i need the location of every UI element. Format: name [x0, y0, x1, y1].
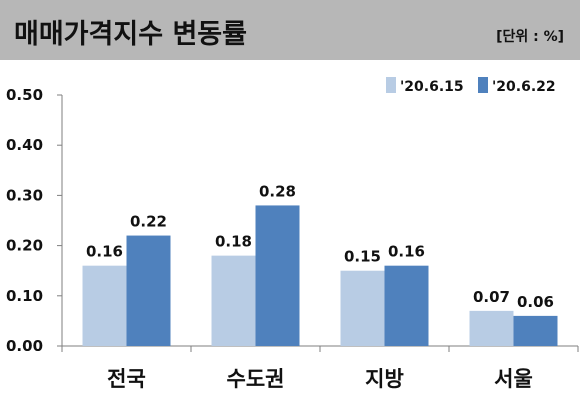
- data-label: 0.16: [86, 243, 123, 261]
- x-tick-label: 서울: [494, 367, 533, 391]
- bar-1: [82, 265, 127, 346]
- y-tick-label: 0.40: [6, 136, 43, 154]
- legend-label-1: '20.6.15: [400, 79, 464, 95]
- x-tick-label: 지방: [365, 367, 404, 391]
- data-label: 0.07: [473, 288, 510, 306]
- bar-1: [469, 310, 514, 346]
- bar-2: [255, 205, 300, 346]
- chart-header: 매매가격지수 변동률 [단위 : %]: [0, 0, 580, 60]
- y-tick-label: 0.50: [6, 86, 43, 104]
- bar-2: [513, 315, 558, 346]
- bar-chart: 0.00 0.10 0.20 0.30 0.40 0.50 0.16 0.22 전국 0.18 0.…: [6, 77, 579, 391]
- data-label: 0.15: [344, 248, 381, 266]
- unit-label: [단위 : %]: [496, 29, 564, 45]
- legend-swatch-1: [386, 77, 396, 93]
- x-tick-label: 전국: [107, 367, 146, 391]
- data-label: 0.28: [259, 182, 296, 200]
- bar-1: [340, 270, 385, 346]
- chart-title: 매매가격지수 변동률: [14, 19, 247, 50]
- bar-1: [211, 255, 256, 346]
- y-tick-label: 0.10: [6, 287, 43, 305]
- x-tick-label: 수도권: [227, 367, 285, 391]
- data-label: 0.16: [388, 243, 425, 261]
- y-tick-label: 0.00: [6, 337, 43, 355]
- y-tick-label: 0.30: [6, 186, 43, 204]
- legend-swatch-2: [478, 77, 488, 93]
- y-tick-label: 0.20: [6, 237, 43, 255]
- bar-2: [384, 265, 429, 346]
- data-label: 0.22: [130, 213, 167, 231]
- data-label: 0.06: [517, 293, 554, 311]
- legend-label-2: '20.6.22: [492, 79, 556, 95]
- bar-2: [126, 235, 171, 346]
- data-label: 0.18: [215, 233, 252, 251]
